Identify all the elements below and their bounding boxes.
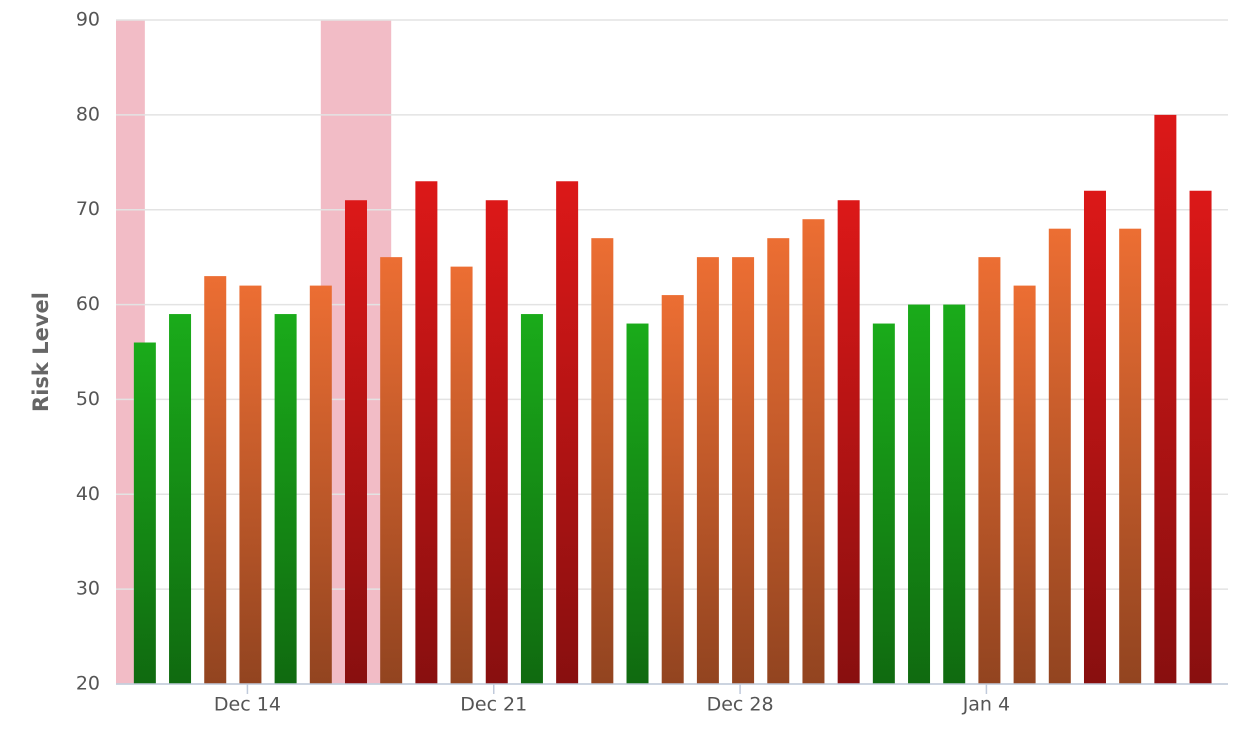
- bar: [696, 257, 719, 684]
- y-tick-label: 60: [76, 293, 100, 315]
- bar: [344, 200, 367, 684]
- bar: [380, 257, 403, 684]
- y-tick-label: 20: [76, 673, 100, 695]
- y-tick-label: 90: [76, 9, 100, 31]
- bar: [943, 304, 966, 684]
- bar: [485, 200, 508, 684]
- y-tick-label: 40: [76, 483, 100, 505]
- bar: [309, 285, 332, 684]
- bar: [1083, 190, 1106, 684]
- bar: [274, 314, 297, 684]
- y-tick-label: 30: [76, 578, 100, 600]
- bar: [732, 257, 755, 684]
- bar: [1154, 114, 1177, 685]
- bar: [415, 181, 438, 684]
- bar: [520, 314, 543, 684]
- bar: [1189, 190, 1212, 684]
- bar: [556, 181, 579, 684]
- bar: [661, 295, 684, 684]
- bar: [169, 314, 192, 684]
- bar: [908, 304, 931, 684]
- bar: [591, 238, 614, 684]
- x-tick-label: Dec 28: [707, 694, 774, 716]
- bar: [1013, 285, 1036, 684]
- bar: [837, 200, 860, 684]
- y-axis-title: Risk Level: [29, 292, 53, 412]
- y-tick-label: 70: [76, 198, 100, 220]
- x-tick-label: Jan 4: [962, 694, 1010, 716]
- bar: [204, 276, 227, 684]
- y-tick-label: 80: [76, 103, 100, 125]
- bar: [767, 238, 790, 684]
- bar: [239, 285, 262, 684]
- bar: [450, 266, 473, 684]
- bar: [133, 342, 156, 684]
- bar: [978, 257, 1001, 684]
- y-tick-label: 50: [76, 388, 100, 410]
- bar: [626, 323, 649, 684]
- bar: [1048, 228, 1071, 684]
- bar: [1119, 228, 1142, 684]
- bar: [802, 219, 825, 684]
- x-tick-label: Dec 21: [460, 694, 527, 716]
- x-tick-label: Dec 14: [214, 694, 281, 716]
- bar: [872, 323, 895, 684]
